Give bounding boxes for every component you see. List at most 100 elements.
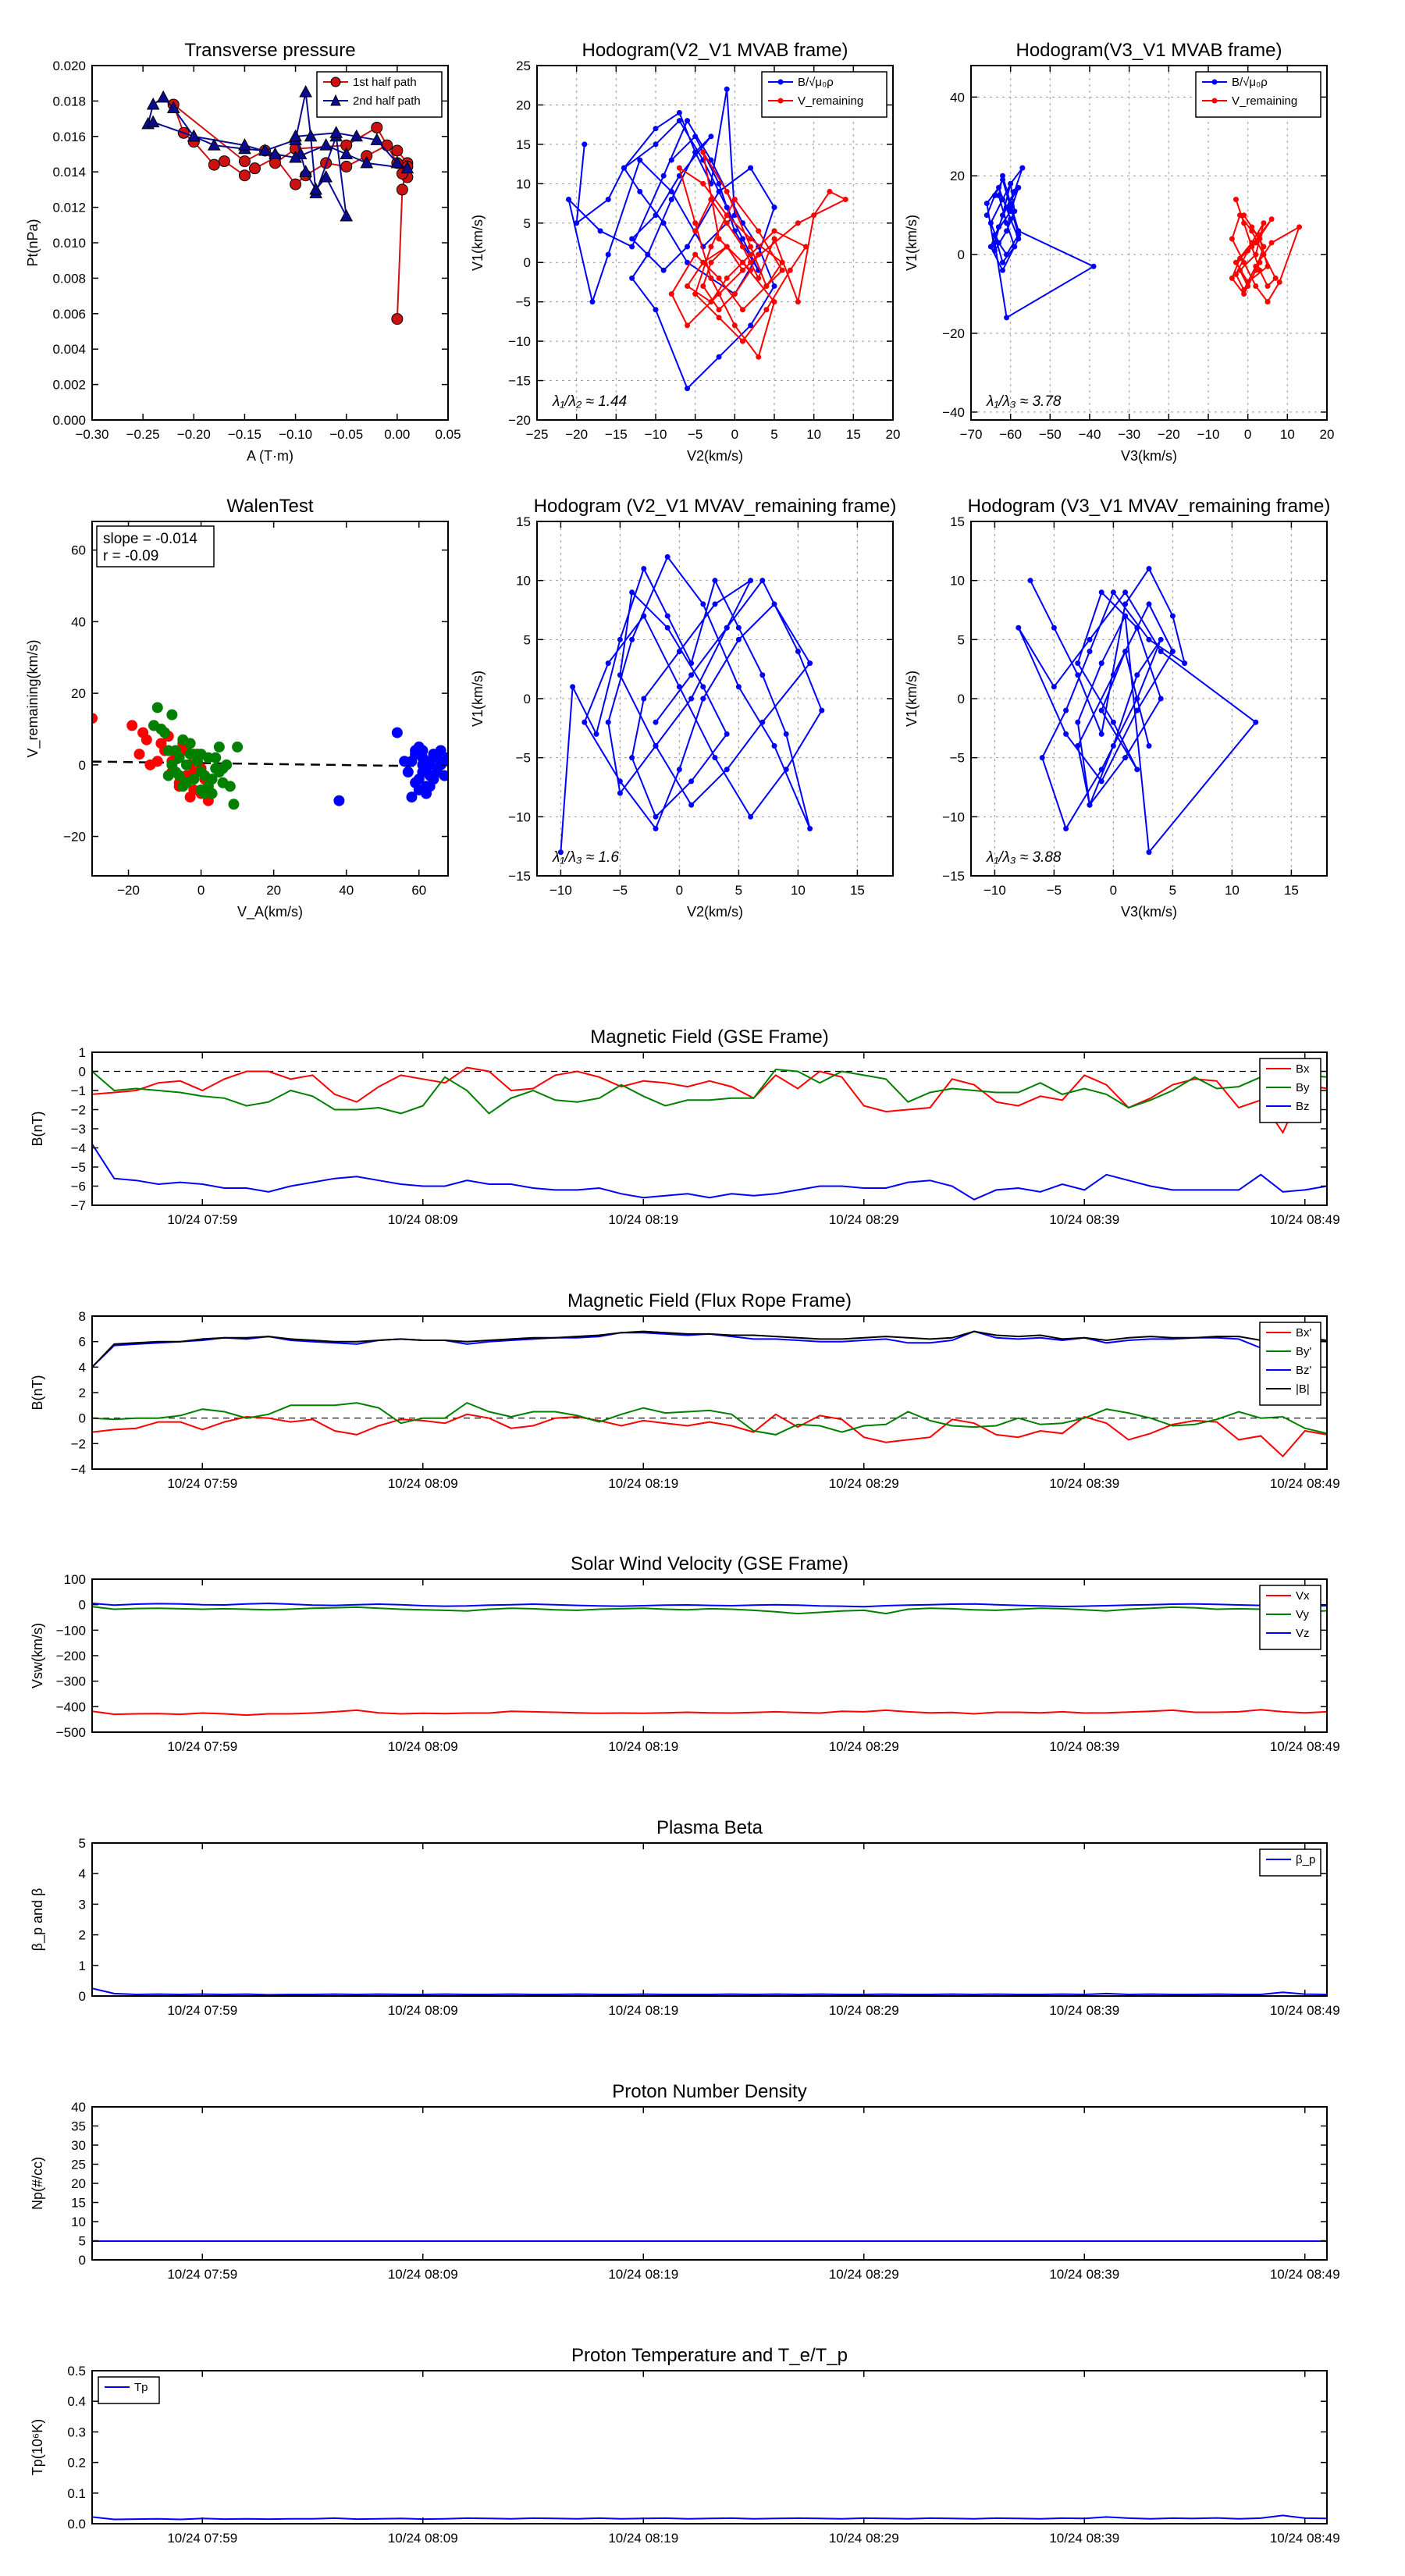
data-point xyxy=(629,275,635,281)
x-tick-label: 0 xyxy=(197,883,205,898)
data-point xyxy=(1000,176,1006,183)
plot-area xyxy=(984,165,1303,321)
series-v-remaining xyxy=(668,149,848,360)
axes-frame xyxy=(91,1578,1328,1733)
legend: Bx' By' Bz' |B| xyxy=(1259,1322,1321,1406)
data-point xyxy=(238,169,251,182)
data-point xyxy=(360,155,374,169)
legend-label: B/√μ₀ρ xyxy=(798,76,834,89)
x-tick-label: 60 xyxy=(411,883,426,898)
data-point xyxy=(991,240,998,246)
data-point xyxy=(712,601,718,607)
data-point xyxy=(803,244,809,250)
data-point xyxy=(731,291,738,297)
data-point xyxy=(700,601,706,607)
data-point xyxy=(1253,283,1259,289)
data-point xyxy=(1237,212,1243,219)
data-point xyxy=(748,165,754,171)
y-tick-label: −4 xyxy=(71,1462,86,1477)
y-tick-label: 15 xyxy=(71,2196,86,2211)
data-point xyxy=(269,147,282,159)
y-tick-label: 10 xyxy=(516,574,531,589)
y-tick-label: 0.006 xyxy=(52,307,86,322)
data-point xyxy=(166,709,178,720)
data-point xyxy=(1122,648,1129,654)
data-point xyxy=(1016,184,1022,190)
data-point xyxy=(1087,802,1093,808)
chart-title: Hodogram (V3_V1 MVAV_remaining frame) xyxy=(968,496,1331,517)
fit-line xyxy=(92,760,448,768)
data-point xyxy=(1098,707,1104,713)
x-tick-label: 0.05 xyxy=(435,427,461,442)
data-point xyxy=(716,236,722,242)
data-point xyxy=(1134,672,1140,678)
series-line xyxy=(986,167,1096,319)
data-point xyxy=(435,756,446,767)
data-point xyxy=(1264,283,1271,289)
data-point xyxy=(629,755,635,761)
x-tick-label: 10/24 08:29 xyxy=(829,2003,899,2018)
chart-vsw: 10/24 07:59 10/24 08:09 10/24 08:19 10/24 0… xyxy=(30,1553,1340,1754)
data-point xyxy=(617,672,623,678)
data-point xyxy=(1261,244,1267,250)
data-point xyxy=(708,133,714,140)
legend-label: Bx xyxy=(1296,1062,1310,1076)
x-axis-label: V2(km/s) xyxy=(687,448,743,464)
data-point xyxy=(987,244,994,250)
y-tick-label: 0.2 xyxy=(67,2456,86,2471)
y-tick-label: 0.1 xyxy=(67,2486,86,2501)
series-line xyxy=(670,151,848,359)
series-by- xyxy=(92,1401,1327,1436)
y-tick-label: 0.4 xyxy=(67,2394,86,2409)
x-tick-label: 10/24 07:59 xyxy=(167,1212,237,1227)
x-tick-label: 10/24 08:09 xyxy=(388,1212,458,1227)
data-point xyxy=(1241,287,1247,294)
x-tick-label: 10/24 08:29 xyxy=(829,1739,899,1754)
x-tick-label: 10/24 08:49 xyxy=(1270,1476,1340,1491)
legend: B/√μ₀ρ V_remaining xyxy=(1195,71,1321,118)
data-point xyxy=(432,767,443,778)
data-point xyxy=(238,138,251,151)
data-point xyxy=(716,315,722,321)
data-point xyxy=(685,386,691,392)
data-point xyxy=(668,197,674,203)
data-point xyxy=(146,97,160,110)
chart-title: Hodogram (V2_V1 MVAV_remaining frame) xyxy=(534,496,897,517)
x-tick-label: 10/24 08:19 xyxy=(608,2003,678,2018)
x-axis-label: V3(km/s) xyxy=(1121,904,1177,920)
data-point xyxy=(664,553,670,560)
chart-title: Proton Number Density xyxy=(612,2081,806,2102)
data-point xyxy=(396,183,408,196)
data-point xyxy=(156,90,170,103)
axes-frame xyxy=(91,1842,1328,1997)
data-point xyxy=(1098,731,1104,737)
x-tick-label: 10/24 08:39 xyxy=(1049,2531,1119,2546)
data-point xyxy=(653,719,659,725)
series-line xyxy=(92,1709,1327,1717)
data-point xyxy=(641,696,647,702)
series-line xyxy=(92,2514,1327,2521)
y-tick-label: −5 xyxy=(950,751,965,766)
data-point xyxy=(724,205,730,211)
data-point xyxy=(688,802,695,808)
data-point xyxy=(350,129,364,142)
x-tick-label: 0 xyxy=(676,883,683,898)
x-tick-label: −10 xyxy=(645,427,667,442)
chart-title: Plasma Beta xyxy=(656,1817,763,1838)
data-point xyxy=(1016,232,1022,238)
x-tick-label: 10 xyxy=(1280,427,1295,442)
data-point xyxy=(148,720,160,731)
data-point xyxy=(1016,236,1022,242)
x-tick-label: 10/24 08:49 xyxy=(1270,1739,1340,1754)
series-b- xyxy=(984,165,1097,321)
data-point xyxy=(716,291,722,297)
data-point xyxy=(605,251,611,258)
data-point xyxy=(1012,188,1018,194)
data-point xyxy=(1134,767,1140,773)
data-point xyxy=(795,299,801,305)
x-tick-label: 10/24 08:39 xyxy=(1049,1476,1119,1491)
x-tick-label: 10/24 07:59 xyxy=(167,1476,237,1491)
data-point xyxy=(653,126,659,132)
y-tick-label: −200 xyxy=(56,1649,86,1663)
chart-mag_gse: 10/24 07:59 10/24 08:09 10/24 08:19 10/24 0… xyxy=(30,1026,1340,1227)
